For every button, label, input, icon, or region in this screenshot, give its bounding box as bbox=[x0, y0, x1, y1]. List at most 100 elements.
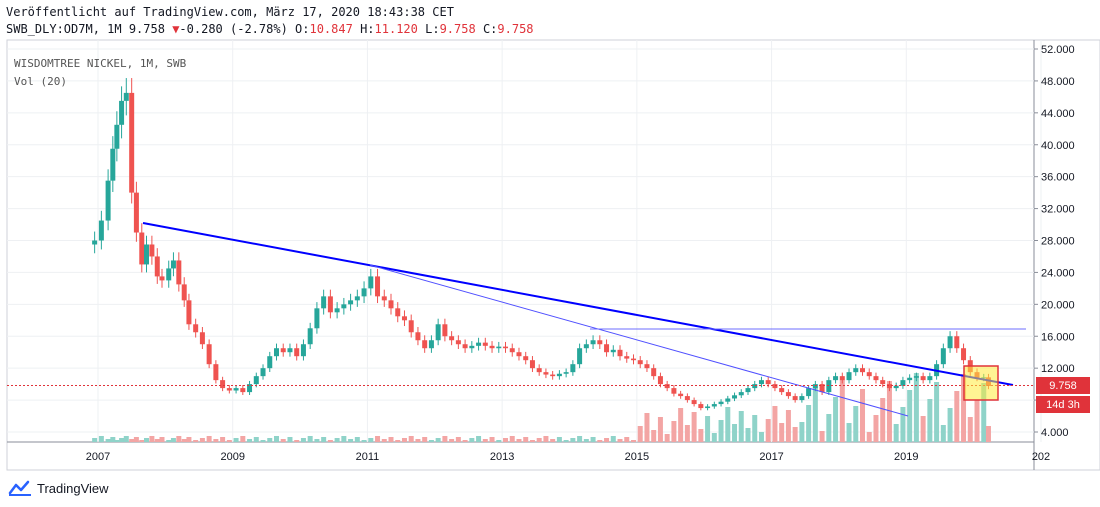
volume-bar bbox=[536, 438, 542, 442]
candle-body bbox=[388, 300, 394, 309]
volume-bar bbox=[181, 439, 187, 442]
open-value: 10.847 bbox=[309, 22, 353, 36]
candle-body bbox=[408, 320, 414, 333]
price-chart[interactable]: 52.000 48.000 44.000 40.000 36.000 32.000 28.0… bbox=[0, 0, 1100, 480]
candle-body bbox=[199, 332, 205, 345]
volume-bar bbox=[529, 440, 535, 442]
candle-body bbox=[705, 406, 711, 409]
candle-body bbox=[92, 240, 98, 245]
volume-bar bbox=[792, 427, 798, 442]
volume-bar bbox=[415, 439, 421, 442]
volume-bar bbox=[947, 408, 953, 442]
secondary-trendline[interactable] bbox=[369, 264, 909, 417]
volume-bar bbox=[745, 428, 751, 442]
candle-body bbox=[449, 336, 455, 341]
candle-body bbox=[698, 404, 704, 409]
last-price-tag-label: 9.758 bbox=[1049, 380, 1077, 392]
candle-body bbox=[725, 398, 731, 402]
candle-body bbox=[119, 100, 125, 125]
candle-body bbox=[375, 276, 381, 297]
candle-body bbox=[617, 349, 623, 357]
volume-bar bbox=[123, 436, 129, 442]
candle-body bbox=[321, 296, 327, 309]
candle-body bbox=[489, 345, 495, 349]
volume-bar bbox=[321, 437, 327, 442]
tradingview-cloud-icon bbox=[8, 480, 31, 496]
volume-bar bbox=[597, 440, 603, 442]
x-tick-label: 2009 bbox=[220, 451, 244, 463]
volume-bar bbox=[718, 420, 724, 442]
drawings[interactable] bbox=[7, 222, 1034, 417]
candle-body bbox=[806, 388, 812, 397]
y-tick-label: 12.000 bbox=[1041, 363, 1075, 375]
candle-body bbox=[267, 356, 273, 369]
candle-body bbox=[334, 308, 340, 313]
volume-bar bbox=[361, 440, 367, 442]
volume-bar bbox=[610, 436, 616, 442]
volume-bar bbox=[314, 439, 320, 442]
volume-bar bbox=[630, 440, 636, 442]
volume-bar bbox=[199, 438, 205, 442]
highlight-box[interactable] bbox=[963, 365, 999, 401]
candle-body bbox=[718, 401, 724, 405]
volume-bar bbox=[698, 429, 704, 442]
volume-bar bbox=[523, 437, 529, 442]
volume-bar bbox=[752, 415, 758, 442]
candle-body bbox=[961, 348, 967, 361]
volume-bar bbox=[462, 440, 468, 442]
volume-bar bbox=[961, 374, 967, 442]
volume-bar bbox=[913, 373, 919, 442]
candle-body bbox=[415, 332, 421, 341]
volume-bar bbox=[273, 436, 279, 442]
volume-bar bbox=[812, 388, 818, 442]
candle-body bbox=[273, 348, 279, 357]
volume-bar bbox=[334, 438, 340, 442]
volume-bar bbox=[664, 434, 670, 442]
candle-body bbox=[354, 296, 360, 301]
volume-bar bbox=[765, 419, 771, 442]
candle-body bbox=[307, 328, 313, 345]
volume-bar bbox=[381, 439, 387, 442]
volume-bar bbox=[758, 432, 764, 442]
volume-bar bbox=[186, 437, 192, 442]
candle-body bbox=[368, 276, 374, 289]
volume-bar bbox=[543, 436, 549, 442]
candle-body bbox=[886, 384, 892, 389]
candle-body bbox=[779, 388, 785, 393]
volume-bar bbox=[866, 432, 872, 442]
main-trendline[interactable] bbox=[142, 222, 1014, 386]
price-change: -0.280 (-2.78%) bbox=[179, 22, 288, 36]
candle-body bbox=[435, 324, 441, 341]
candle-body bbox=[529, 360, 535, 369]
candle-body bbox=[812, 384, 818, 389]
volume-bar bbox=[220, 437, 226, 442]
volume-bar bbox=[388, 437, 394, 442]
volume-bar bbox=[300, 438, 306, 442]
volume-bar bbox=[129, 439, 135, 442]
candle-body bbox=[563, 372, 569, 374]
time-axis[interactable]: 2007 2009 2011 2013 2015 2017 2019 202 bbox=[86, 451, 1050, 463]
candle-body bbox=[170, 260, 176, 269]
x-tick-label: 2013 bbox=[490, 451, 514, 463]
candle-body bbox=[110, 148, 116, 181]
volume-bar bbox=[624, 437, 630, 442]
countdown-tag: 14d 3h bbox=[1036, 396, 1090, 413]
price-axis[interactable]: 52.000 48.000 44.000 40.000 36.000 32.000 28.0… bbox=[1034, 44, 1075, 439]
volume-bar bbox=[287, 437, 293, 442]
candle-body bbox=[314, 308, 320, 329]
candle-body bbox=[206, 344, 212, 365]
countdown-tag-label: 14d 3h bbox=[1046, 399, 1080, 411]
candle-body bbox=[348, 300, 354, 305]
volume-bar bbox=[550, 439, 556, 442]
volume-bar bbox=[967, 417, 973, 442]
volume-bar bbox=[395, 440, 401, 442]
volume-bar bbox=[900, 407, 906, 442]
volume-bar bbox=[489, 437, 495, 442]
volume-bar bbox=[799, 422, 805, 442]
candle-body bbox=[98, 220, 104, 241]
x-tick-label: 2017 bbox=[759, 451, 783, 463]
candle-body bbox=[860, 368, 866, 373]
tradingview-logo[interactable]: TradingView bbox=[8, 480, 109, 496]
candle-body bbox=[947, 336, 953, 349]
volume-bar bbox=[819, 431, 825, 442]
